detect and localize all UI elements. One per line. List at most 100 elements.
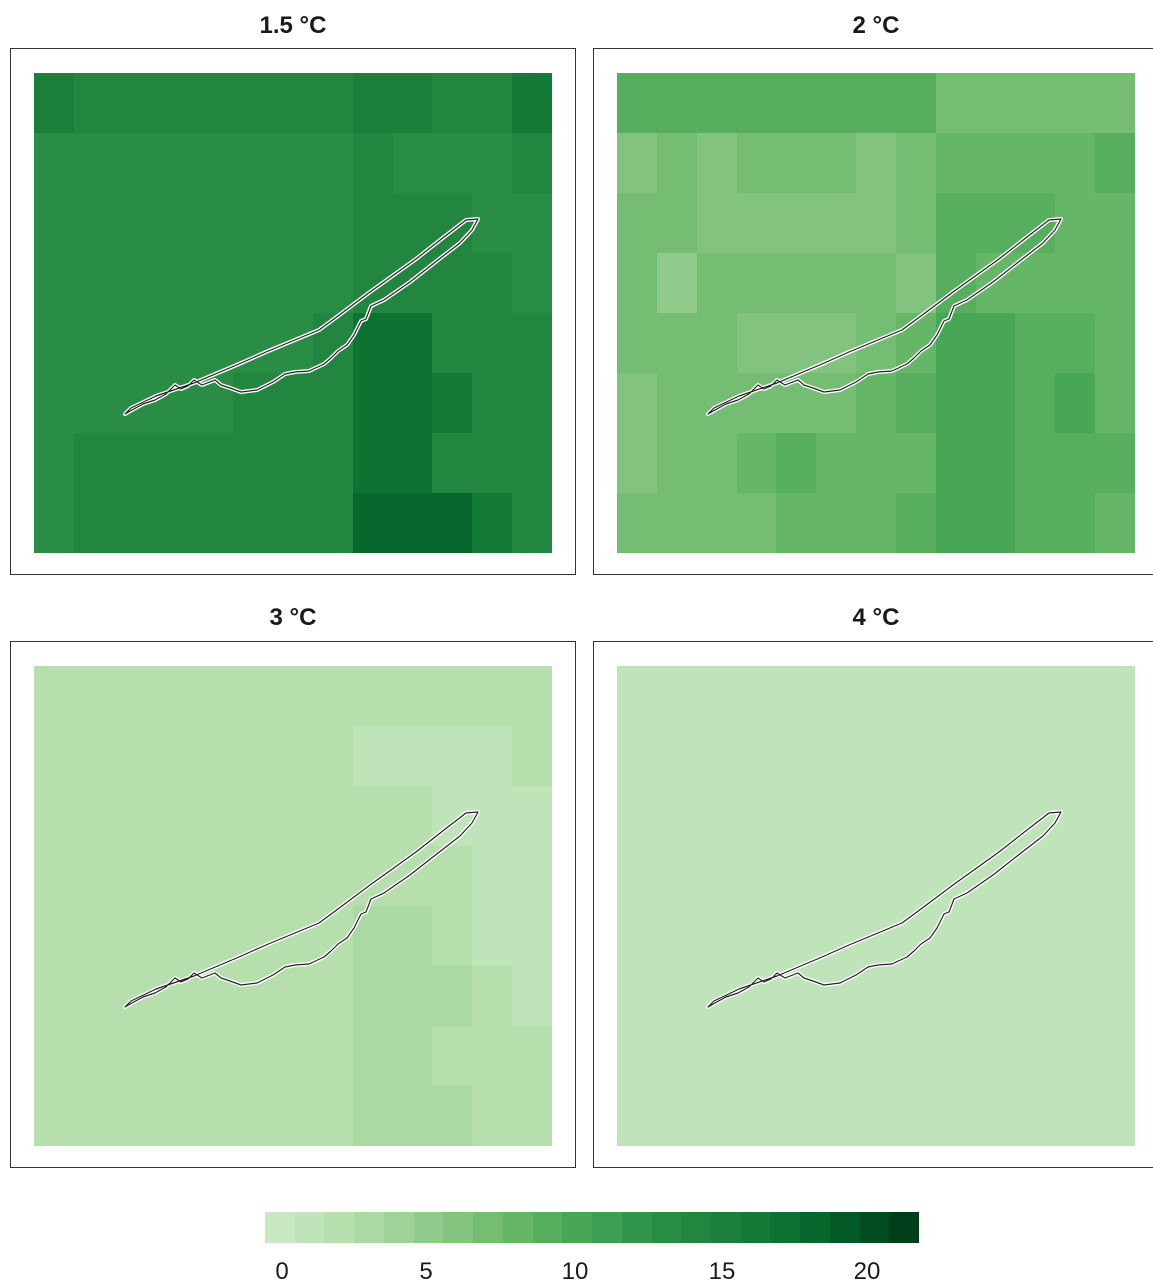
- heatmap-cell: [776, 313, 817, 373]
- heatmap-cell: [856, 786, 896, 846]
- heatmap-cell: [512, 1086, 552, 1146]
- heatmap-cell: [34, 73, 74, 133]
- heatmap-cell: [617, 73, 657, 133]
- heatmap-cell: [472, 786, 513, 846]
- heatmap-cell: [312, 433, 353, 493]
- heatmap-cell: [1055, 1086, 1096, 1146]
- heatmap-cell: [736, 373, 777, 433]
- heatmap-cell: [736, 493, 777, 553]
- heatmap-cell: [895, 73, 936, 133]
- heatmap-cell: [656, 433, 697, 493]
- map-panel-4: [593, 641, 1153, 1168]
- heatmap-cell: [617, 1086, 657, 1146]
- heatmap-cell: [432, 73, 473, 133]
- heatmap-cell: [273, 666, 313, 726]
- heatmap-cell: [512, 133, 552, 193]
- heatmap-cell: [656, 846, 697, 906]
- colorbar-tick-20: 20: [853, 1258, 881, 1285]
- lake-outline: [706, 810, 1063, 1009]
- heatmap-cell: [1015, 1086, 1056, 1146]
- heatmap-cell: [153, 73, 194, 133]
- heatmap-cell: [153, 966, 194, 1026]
- heatmap-cell: [193, 726, 234, 786]
- heatmap-cell: [113, 313, 154, 373]
- heatmap-cell: [432, 493, 473, 553]
- heatmap-grid: [617, 666, 1135, 1146]
- heatmap-cell: [656, 193, 697, 253]
- colorbar-tick-5: 5: [419, 1258, 433, 1285]
- heatmap-cell: [273, 253, 313, 313]
- heatmap-cell: [1095, 373, 1135, 433]
- heatmap-cell: [1055, 846, 1096, 906]
- heatmap-cell: [432, 726, 473, 786]
- heatmap-cell: [352, 966, 393, 1026]
- heatmap-cell: [776, 493, 817, 553]
- heatmap-cell: [656, 73, 697, 133]
- colorbar-segment: [889, 1212, 920, 1243]
- heatmap-cell: [392, 786, 433, 846]
- heatmap-cell: [153, 433, 194, 493]
- heatmap-cell: [432, 133, 473, 193]
- heatmap-cell: [856, 133, 896, 193]
- heatmap-cell: [895, 966, 936, 1026]
- heatmap-cell: [73, 373, 114, 433]
- heatmap-cell: [233, 253, 274, 313]
- heatmap-cell: [73, 1086, 114, 1146]
- heatmap-cell: [233, 726, 274, 786]
- heatmap-cell: [736, 1086, 777, 1146]
- heatmap-cell: [856, 726, 896, 786]
- heatmap-cell: [1095, 1086, 1135, 1146]
- heatmap-cell: [34, 1026, 74, 1086]
- heatmap-cell: [273, 433, 313, 493]
- heatmap-cell: [816, 253, 857, 313]
- heatmap-cell: [113, 786, 154, 846]
- heatmap-cell: [34, 373, 74, 433]
- heatmap-cell: [392, 193, 433, 253]
- heatmap-cell: [193, 906, 234, 966]
- heatmap-cell: [1015, 493, 1056, 553]
- heatmap-cell: [856, 966, 896, 1026]
- heatmap-cell: [392, 433, 433, 493]
- heatmap-cell: [392, 666, 433, 726]
- heatmap-cell: [153, 373, 194, 433]
- heatmap-cell: [34, 966, 74, 1026]
- heatmap-cell: [856, 666, 896, 726]
- heatmap-cell: [816, 193, 857, 253]
- heatmap-cell: [935, 1086, 976, 1146]
- colorbar: [265, 1212, 920, 1243]
- heatmap-cell: [856, 846, 896, 906]
- heatmap-cell: [73, 313, 114, 373]
- heatmap-cell: [352, 786, 393, 846]
- panel-title-4: 4 °C: [852, 604, 900, 631]
- colorbar-segment: [711, 1212, 741, 1243]
- heatmap-cell: [1015, 313, 1056, 373]
- colorbar-segment: [532, 1212, 563, 1243]
- map-panel-2: [593, 48, 1153, 575]
- heatmap-cell: [73, 906, 114, 966]
- heatmap-cell: [935, 666, 976, 726]
- heatmap-cell: [512, 373, 552, 433]
- colorbar-segment: [651, 1212, 682, 1243]
- heatmap-cell: [776, 133, 817, 193]
- heatmap-cell: [656, 373, 697, 433]
- heatmap-cell: [776, 433, 817, 493]
- heatmap-cell: [696, 193, 737, 253]
- heatmap-cell: [1055, 1026, 1096, 1086]
- heatmap-cell: [816, 493, 857, 553]
- heatmap-cell: [1055, 133, 1096, 193]
- heatmap-cell: [975, 966, 1016, 1026]
- heatmap-cell: [776, 1086, 817, 1146]
- heatmap-cell: [736, 906, 777, 966]
- heatmap-cell: [193, 433, 234, 493]
- heatmap-cell: [1055, 966, 1096, 1026]
- heatmap-cell: [273, 906, 313, 966]
- heatmap-cell: [656, 1086, 697, 1146]
- heatmap-cell: [352, 726, 393, 786]
- heatmap-cell: [816, 1026, 857, 1086]
- heatmap-cell: [153, 726, 194, 786]
- heatmap-cell: [273, 313, 313, 373]
- colorbar-segment: [859, 1212, 890, 1243]
- heatmap-cell: [776, 906, 817, 966]
- heatmap-cell: [617, 493, 657, 553]
- heatmap-cell: [512, 313, 552, 373]
